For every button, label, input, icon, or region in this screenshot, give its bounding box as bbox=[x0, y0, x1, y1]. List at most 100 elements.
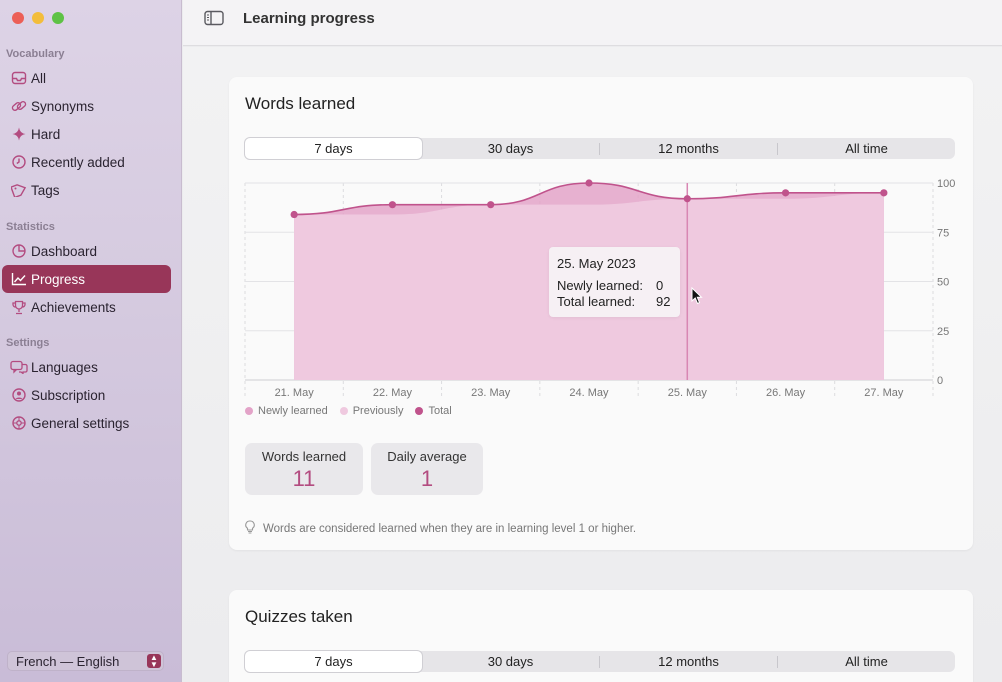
stat-label: Daily average bbox=[387, 449, 467, 464]
y-tick-label: 100 bbox=[937, 178, 955, 190]
person-circle-icon bbox=[2, 388, 31, 402]
sidebar-item-all[interactable]: All bbox=[2, 64, 171, 92]
lightbulb-icon bbox=[245, 520, 255, 537]
minimize-window-button[interactable] bbox=[32, 12, 44, 24]
sidebar-item-label: Hard bbox=[31, 126, 61, 142]
chevron-up-down-icon: ▲ ▼ bbox=[147, 654, 161, 669]
range-option-12-months[interactable]: 12 months bbox=[658, 654, 719, 669]
legend-label: Previously bbox=[352, 405, 404, 417]
sidebar-item-label: General settings bbox=[31, 415, 130, 431]
range-option-7-days[interactable]: 7 days bbox=[245, 651, 422, 672]
stat-words-learned: Words learned 11 bbox=[245, 443, 363, 495]
total-data-point bbox=[585, 179, 593, 187]
chart-line-icon bbox=[2, 272, 31, 286]
sidebar-item-languages[interactable]: Languages bbox=[2, 353, 171, 381]
sidebar-item-progress[interactable]: Progress bbox=[2, 265, 171, 293]
words-learned-card: Words learned 7 days 30 days 12 months A… bbox=[229, 77, 973, 550]
window-controls bbox=[12, 12, 64, 24]
language-pair-select[interactable]: French — English ▲ ▼ bbox=[7, 651, 164, 671]
quizzes-taken-card: Quizzes taken 7 days 30 days 12 months A… bbox=[229, 590, 973, 682]
stat-value: 1 bbox=[420, 466, 434, 491]
trophy-icon bbox=[2, 300, 31, 315]
clock-icon bbox=[2, 155, 31, 169]
x-tick-label: 21. May bbox=[275, 387, 315, 399]
sidebar-item-label: Subscription bbox=[31, 387, 106, 403]
range-option-all-time[interactable]: All time bbox=[845, 654, 888, 669]
x-tick-label: 24. May bbox=[569, 387, 609, 399]
zoom-window-button[interactable] bbox=[52, 12, 64, 24]
sidebar-item-label: All bbox=[31, 70, 47, 86]
y-tick-label: 0 bbox=[937, 375, 943, 387]
legend-item-previously: Previously bbox=[339, 405, 404, 417]
tooltip-total-value: 92 bbox=[656, 294, 671, 309]
sidebar-item-general-settings[interactable]: General settings bbox=[2, 409, 171, 437]
tray-icon bbox=[2, 71, 31, 85]
tooltip-newly-label: Newly learned: bbox=[557, 278, 643, 293]
sidebar-item-recently-added[interactable]: Recently added bbox=[2, 148, 171, 176]
legend-dot bbox=[245, 407, 253, 415]
chart-tooltip: 25. May 2023 Newly learned: 0 Total learn… bbox=[549, 247, 680, 317]
sidebar-item-label: Synonyms bbox=[31, 98, 95, 114]
sidebar-item-achievements[interactable]: Achievements bbox=[2, 293, 171, 321]
sidebar-item-label: Languages bbox=[31, 359, 98, 375]
learned-note: Words are considered learned when they a… bbox=[245, 520, 636, 537]
y-tick-label: 25 bbox=[937, 326, 949, 338]
x-tick-label: 22. May bbox=[373, 387, 413, 399]
sidebar-item-tags[interactable]: Tags bbox=[2, 176, 171, 204]
sidebar: Vocabulary All Synonyms Hard Recently ad… bbox=[0, 0, 182, 682]
x-tick-label: 26. May bbox=[766, 387, 806, 399]
card-title: Quizzes taken bbox=[245, 607, 353, 626]
legend-label: Total bbox=[428, 405, 452, 417]
legend-item-newly-learned: Newly learned bbox=[245, 405, 328, 417]
segment-divider bbox=[599, 655, 600, 668]
range-option-30-days[interactable]: 30 days bbox=[487, 141, 534, 156]
gear-icon bbox=[2, 416, 31, 430]
sidebar-item-label: Achievements bbox=[31, 299, 116, 315]
tag-icon bbox=[2, 183, 31, 197]
x-tick-label: 27. May bbox=[864, 387, 904, 399]
segment-divider bbox=[777, 655, 778, 668]
toolbar: Learning progress bbox=[183, 0, 1002, 46]
segment-divider bbox=[599, 142, 600, 155]
total-data-point bbox=[880, 189, 888, 197]
range-option-12-months[interactable]: 12 months bbox=[658, 141, 719, 156]
note-text: Words are considered learned when they a… bbox=[263, 522, 637, 535]
sidebar-item-label: Recently added bbox=[31, 154, 125, 170]
stat-value: 11 bbox=[292, 466, 316, 491]
tooltip-date: 25. May 2023 bbox=[557, 256, 636, 271]
x-tick-label: 23. May bbox=[471, 387, 511, 399]
link-icon bbox=[2, 98, 31, 114]
range-segmented-control: 7 days 30 days 12 months All time bbox=[245, 138, 955, 159]
sidebar-item-synonyms[interactable]: Synonyms bbox=[2, 92, 171, 120]
stat-daily-average: Daily average 1 bbox=[371, 443, 483, 495]
sidebar-item-subscription[interactable]: Subscription bbox=[2, 381, 171, 409]
sidebar-item-label: Progress bbox=[31, 271, 86, 287]
sidebar-item-dashboard[interactable]: Dashboard bbox=[2, 237, 171, 265]
sidebar-item-hard[interactable]: Hard bbox=[2, 120, 171, 148]
pie-icon bbox=[2, 244, 31, 258]
close-window-button[interactable] bbox=[12, 12, 24, 24]
sidebar-item-label: Tags bbox=[31, 182, 60, 198]
total-data-point bbox=[487, 201, 495, 209]
sidebar-toggle-icon[interactable] bbox=[204, 10, 224, 31]
x-tick-label: 25. May bbox=[668, 387, 708, 399]
y-tick-label: 75 bbox=[937, 227, 949, 239]
chart-legend: Newly learned Previously Total bbox=[245, 405, 452, 417]
range-option-30-days[interactable]: 30 days bbox=[487, 654, 534, 669]
legend-item-total: Total bbox=[415, 405, 452, 417]
range-option-7-days[interactable]: 7 days bbox=[245, 138, 422, 159]
y-tick-label: 50 bbox=[937, 277, 949, 289]
range-option-all-time[interactable]: All time bbox=[845, 141, 888, 156]
range-segmented-control: 7 days 30 days 12 months All time bbox=[245, 651, 955, 672]
card-title: Words learned bbox=[245, 94, 356, 113]
mouse-cursor-icon bbox=[691, 286, 703, 310]
total-data-point bbox=[683, 195, 691, 203]
total-data-point bbox=[290, 210, 298, 219]
section-title-statistics: Statistics bbox=[6, 221, 55, 233]
section-title-vocabulary: Vocabulary bbox=[6, 48, 65, 60]
section-title-settings: Settings bbox=[6, 337, 50, 349]
segment-divider bbox=[777, 142, 778, 155]
speech-bubbles-icon bbox=[2, 360, 31, 374]
language-pair-value: French — English bbox=[16, 653, 120, 669]
main-content: Words learned 7 days 30 days 12 months A… bbox=[183, 47, 1002, 682]
